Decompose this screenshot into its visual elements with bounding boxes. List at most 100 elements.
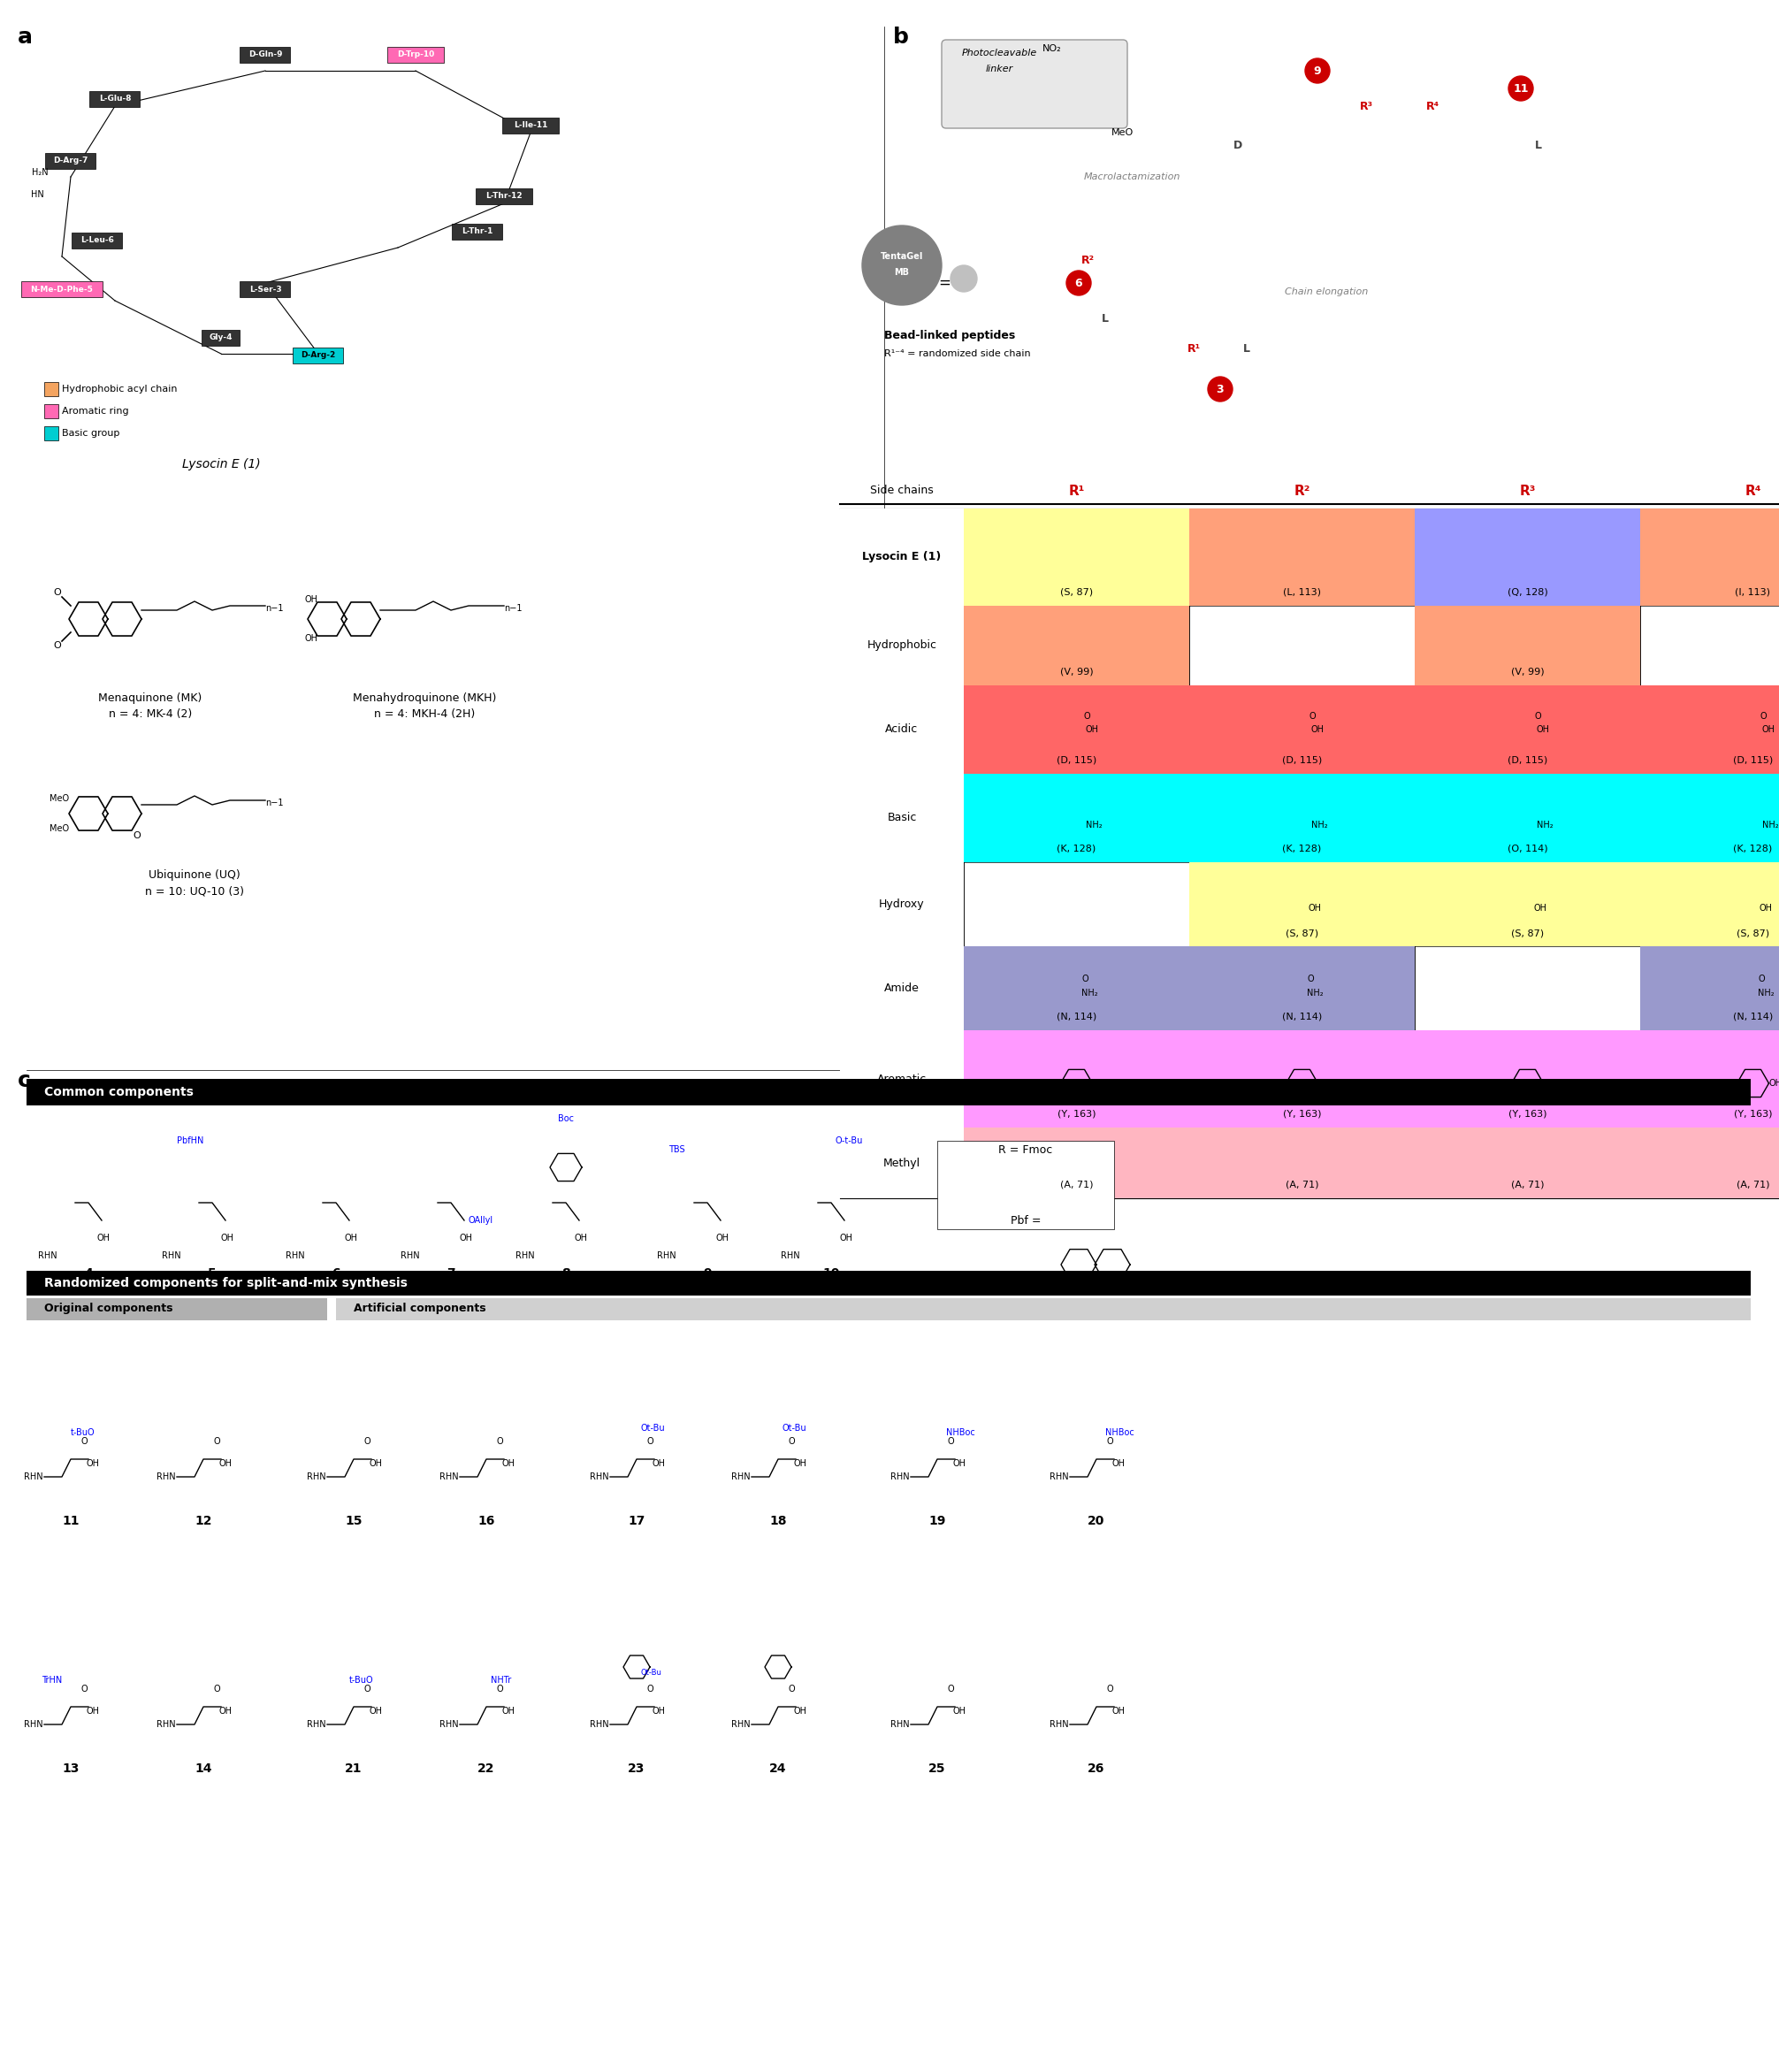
Text: OH: OH (1763, 725, 1775, 733)
Bar (1414, 605, 1640, 686)
Text: OH: OH (221, 1233, 235, 1243)
Text: Common components: Common components (44, 1086, 194, 1098)
Text: 16: 16 (479, 1515, 495, 1527)
Text: RHN: RHN (39, 1251, 57, 1260)
Text: (A, 71): (A, 71) (1060, 1181, 1092, 1189)
Text: 26: 26 (1087, 1763, 1105, 1776)
Bar (1414, 1030, 1640, 1127)
Text: (I, 113): (I, 113) (1735, 588, 1770, 597)
Text: (Q, 128): (Q, 128) (1507, 588, 1548, 597)
Circle shape (1306, 58, 1331, 83)
Text: Macrolactamization: Macrolactamization (1083, 172, 1179, 180)
Text: RHN: RHN (891, 1720, 909, 1728)
Text: MeO: MeO (50, 794, 69, 804)
Text: RHN: RHN (891, 1473, 909, 1481)
Text: R¹: R¹ (1187, 344, 1201, 354)
Bar (1188, 686, 1414, 773)
Bar (1188, 508, 1414, 605)
Text: RHN: RHN (308, 1473, 326, 1481)
Bar (475, 189, 532, 205)
Text: OH: OH (370, 1459, 382, 1467)
Text: (K, 128): (K, 128) (1733, 845, 1772, 854)
Text: RHN: RHN (591, 1720, 608, 1728)
Bar (840, 1030, 964, 1127)
Text: RHN: RHN (731, 1473, 751, 1481)
Text: O: O (1309, 713, 1316, 721)
Text: =: = (938, 276, 950, 290)
Bar (964, 605, 1188, 686)
Text: L: L (1101, 313, 1108, 323)
Text: Hydroxy: Hydroxy (879, 899, 925, 910)
Text: OH: OH (502, 1459, 516, 1467)
Bar (964, 1030, 1188, 1127)
Text: (Y, 163): (Y, 163) (1283, 1111, 1322, 1119)
Text: (O, 114): (O, 114) (1507, 845, 1548, 854)
Text: OH: OH (219, 1707, 231, 1716)
Circle shape (950, 265, 977, 292)
Text: (N, 114): (N, 114) (1733, 1013, 1774, 1021)
Bar (840, 508, 964, 605)
Bar (452, 224, 503, 240)
Text: RHN: RHN (25, 1473, 43, 1481)
Text: O-t-Bu: O-t-Bu (836, 1135, 863, 1146)
Bar (336, 1299, 1751, 1320)
Bar (1640, 862, 1779, 947)
Text: 11: 11 (1514, 83, 1528, 93)
Text: RHN: RHN (516, 1251, 535, 1260)
Text: Menahydroquinone (MKH): Menahydroquinone (MKH) (352, 692, 496, 704)
Bar (21, 282, 103, 296)
Bar (1640, 773, 1779, 862)
Bar (73, 232, 123, 249)
Text: 15: 15 (345, 1515, 363, 1527)
Text: (N, 114): (N, 114) (1283, 1013, 1322, 1021)
Text: O: O (1082, 976, 1089, 984)
Text: 24: 24 (770, 1763, 786, 1776)
Text: Ot-Bu: Ot-Bu (640, 1670, 662, 1676)
Text: O: O (133, 831, 141, 839)
Text: n−1: n−1 (503, 605, 521, 613)
Text: RHN: RHN (157, 1720, 176, 1728)
Text: Boc: Boc (559, 1115, 575, 1123)
Text: (D, 115): (D, 115) (1283, 756, 1322, 765)
Text: OH: OH (793, 1707, 808, 1716)
Text: O: O (363, 1438, 370, 1446)
Text: L-Glu-8: L-Glu-8 (100, 95, 132, 104)
Text: NH₂: NH₂ (1308, 988, 1324, 997)
Text: Ot-Bu: Ot-Bu (640, 1423, 665, 1432)
Text: O: O (1083, 713, 1091, 721)
Bar (1188, 947, 1414, 1030)
Text: O: O (1535, 713, 1541, 721)
Text: (K, 128): (K, 128) (1283, 845, 1322, 854)
Text: R²: R² (1293, 485, 1309, 497)
Text: RHN: RHN (656, 1251, 676, 1260)
Text: OH: OH (954, 1707, 966, 1716)
Text: n−1: n−1 (265, 605, 283, 613)
Text: (V, 99): (V, 99) (1510, 667, 1544, 678)
Text: OH: OH (304, 595, 318, 605)
Text: 13: 13 (62, 1763, 80, 1776)
Bar (240, 282, 290, 296)
Text: TBS: TBS (669, 1146, 685, 1154)
Text: 12: 12 (194, 1515, 212, 1527)
Text: O: O (363, 1685, 370, 1693)
Text: (A, 71): (A, 71) (1286, 1181, 1318, 1189)
Text: O: O (946, 1685, 954, 1693)
Bar (203, 329, 240, 346)
Bar (840, 947, 964, 1030)
Text: linker: linker (986, 64, 1012, 73)
Text: OH: OH (304, 634, 318, 642)
Text: (S, 87): (S, 87) (1510, 928, 1544, 937)
FancyBboxPatch shape (941, 39, 1128, 128)
Text: OH: OH (717, 1233, 729, 1243)
Text: RHN: RHN (400, 1251, 420, 1260)
Text: n = 10: UQ-10 (3): n = 10: UQ-10 (3) (146, 885, 244, 897)
Text: 21: 21 (345, 1763, 363, 1776)
Text: O: O (496, 1438, 503, 1446)
Text: Chain elongation: Chain elongation (1284, 288, 1368, 296)
Text: OH: OH (502, 1707, 516, 1716)
Text: OH: OH (1544, 1080, 1557, 1088)
Text: (D, 115): (D, 115) (1057, 756, 1096, 765)
Text: RHN: RHN (439, 1473, 459, 1481)
Text: OH: OH (1318, 1080, 1331, 1088)
Text: OH: OH (793, 1459, 808, 1467)
